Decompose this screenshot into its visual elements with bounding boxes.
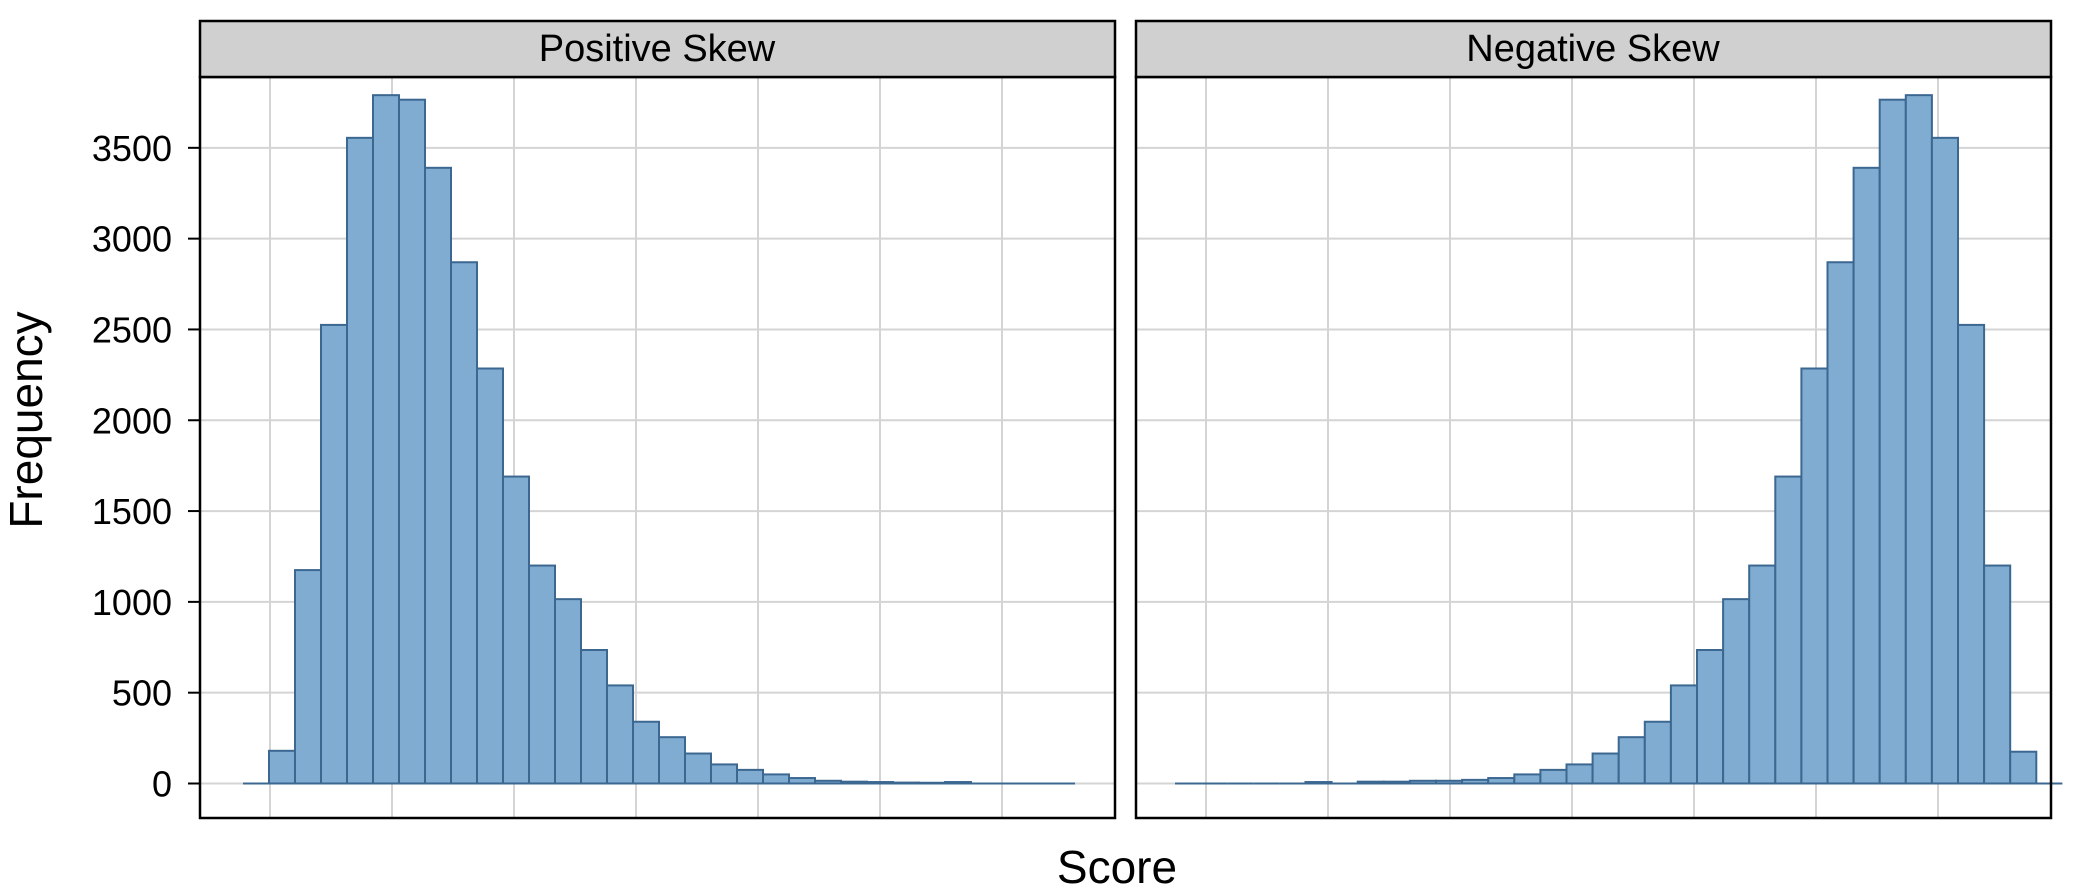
histogram-bar: [1722, 598, 1751, 785]
panel-strip-left: Positive Skew: [198, 19, 1117, 79]
histogram-bar: [1696, 649, 1725, 785]
histogram-bar: [1826, 261, 1855, 785]
histogram-bar: [710, 763, 738, 785]
histogram-bar: [840, 780, 868, 785]
histogram-bar: [866, 781, 894, 785]
histogram-bar: [1774, 475, 1803, 785]
histogram-bar: [1487, 777, 1516, 785]
histogram-bar: [1983, 564, 2012, 785]
y-tick-label: 2000: [92, 400, 172, 441]
histogram-bar: [1852, 166, 1881, 785]
histogram-bar: [1878, 98, 1907, 785]
histogram-bar: [814, 779, 842, 785]
histogram-bar: [1565, 763, 1594, 785]
y-tick-label: 1500: [92, 491, 172, 532]
histogram-bar: [1800, 367, 1829, 785]
y-tick-label: 3000: [92, 219, 172, 260]
y-tick-label: 3500: [92, 128, 172, 169]
y-tick-label: 2500: [92, 309, 172, 350]
histogram-bar: [944, 781, 972, 785]
histogram-bar: [736, 768, 764, 785]
histogram-bar: [606, 684, 634, 785]
histogram-bar: [788, 777, 816, 785]
histogram-bar: [502, 475, 530, 785]
x-axis-label: Score: [1057, 841, 1177, 893]
histogram-bar: [450, 261, 478, 785]
y-tick-label: 500: [112, 673, 172, 714]
histogram-bar: [1408, 779, 1438, 785]
histogram-bar: [268, 749, 296, 785]
histogram-bar: [1461, 778, 1490, 785]
histogram-bar: [632, 720, 660, 785]
histogram-bar: [398, 98, 426, 785]
panel-title-left: Positive Skew: [539, 28, 776, 70]
bars-layer: [243, 94, 2063, 785]
histogram-bar: [658, 736, 686, 785]
histogram-bar: [476, 367, 504, 785]
histogram-bar: [1669, 684, 1699, 785]
histogram-bar: [1957, 323, 1986, 785]
histogram-bar: [528, 564, 556, 785]
histogram-bar: [320, 323, 348, 785]
histogram-bar: [1591, 752, 1620, 785]
y-axis-label: Frequency: [0, 311, 52, 528]
histogram-bar: [1748, 564, 1777, 785]
histogram-bar: [372, 94, 400, 785]
panel-strip-right: Negative Skew: [1134, 19, 2053, 79]
histogram-bar: [1904, 94, 1933, 785]
histogram-bar: [1930, 136, 1960, 785]
histogram-bar: [2009, 750, 2038, 785]
panel-strip-left-background: [198, 19, 1117, 79]
panel-title-right: Negative Skew: [1466, 28, 1720, 70]
y-tick-label: 0: [152, 763, 172, 804]
histogram-bar: [892, 781, 920, 785]
histogram-bar: [684, 752, 712, 785]
histogram-bar: [1304, 781, 1333, 785]
histogram-bar: [294, 569, 322, 785]
histogram-bar: [1539, 768, 1568, 785]
histogram-bar: [1382, 780, 1411, 785]
histogram-bar: [918, 781, 946, 785]
histogram-bar: [1643, 720, 1672, 785]
histogram-bar: [424, 166, 452, 785]
histogram-bar: [1513, 773, 1542, 785]
histogram-bar: [1617, 736, 1646, 785]
histogram-bar: [554, 598, 582, 785]
histogram-bar: [1356, 780, 1385, 785]
histogram-bar: [580, 649, 608, 785]
histogram-bar: [346, 136, 374, 785]
y-axis: 0 500 1000 1500 2000 2500 3000 3500: [92, 128, 200, 804]
panel-strip-right-background: [1134, 19, 2053, 79]
histogram-bar: [762, 773, 790, 785]
histogram-bar: [1435, 779, 1464, 785]
y-tick-label: 1000: [92, 582, 172, 623]
